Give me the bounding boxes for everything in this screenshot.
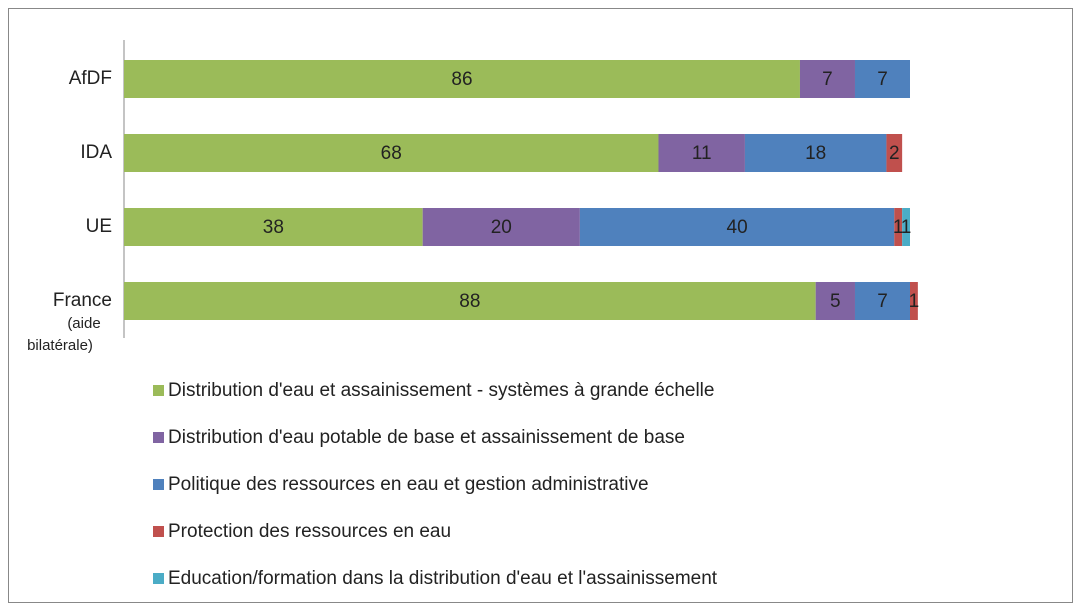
legend-swatch — [153, 526, 164, 537]
bar-segment — [886, 134, 903, 172]
data-label: 2 — [889, 143, 900, 164]
bar-segment — [124, 282, 816, 320]
bar-segment — [579, 208, 895, 246]
data-label: 40 — [727, 217, 748, 238]
legend-swatch — [153, 385, 164, 396]
data-label: 5 — [830, 291, 841, 312]
legend-label: Education/formation dans la distribution… — [168, 568, 718, 589]
data-label: 86 — [451, 69, 472, 90]
data-label: 68 — [381, 143, 402, 164]
bar-segment — [422, 208, 580, 246]
legend-label: Politique des ressources en eau et gesti… — [168, 474, 649, 495]
data-label: 1 — [901, 217, 912, 238]
y-tick-note: (aide bilatérale) — [27, 315, 101, 354]
bar-segment — [894, 208, 903, 246]
data-label: 1 — [909, 291, 920, 312]
legend-swatch — [153, 573, 164, 584]
bar-segment — [910, 282, 918, 320]
y-tick-label: AfDF — [69, 68, 112, 89]
data-label: 88 — [459, 291, 480, 312]
legend-label: Distribution d'eau et assainissement - s… — [168, 380, 714, 401]
bar-segment — [815, 282, 855, 320]
data-label: 38 — [263, 217, 284, 238]
legend-swatch — [153, 432, 164, 443]
legend-swatch — [153, 479, 164, 490]
y-tick-label: France — [53, 290, 112, 311]
bar-segment — [124, 134, 659, 172]
data-label: 18 — [805, 143, 826, 164]
bar-segment — [124, 208, 423, 246]
bar-segment — [902, 208, 910, 246]
bar-segment — [799, 60, 855, 98]
legend-label: Protection des ressources en eau — [168, 521, 451, 542]
data-label: 11 — [692, 143, 712, 164]
data-label: 20 — [491, 217, 512, 238]
bar-segment — [658, 134, 745, 172]
legend-label: Distribution d'eau potable de base et as… — [168, 427, 685, 448]
bar-segment — [124, 60, 800, 98]
y-tick-label: IDA — [80, 142, 112, 163]
data-label: 1 — [893, 217, 904, 238]
bar-segment — [854, 282, 910, 320]
bar-segment — [854, 60, 910, 98]
data-label: 7 — [877, 69, 888, 90]
bar-segment — [744, 134, 887, 172]
data-label: 7 — [822, 69, 833, 90]
data-label: 7 — [877, 291, 888, 312]
y-tick-label: UE — [86, 216, 112, 237]
